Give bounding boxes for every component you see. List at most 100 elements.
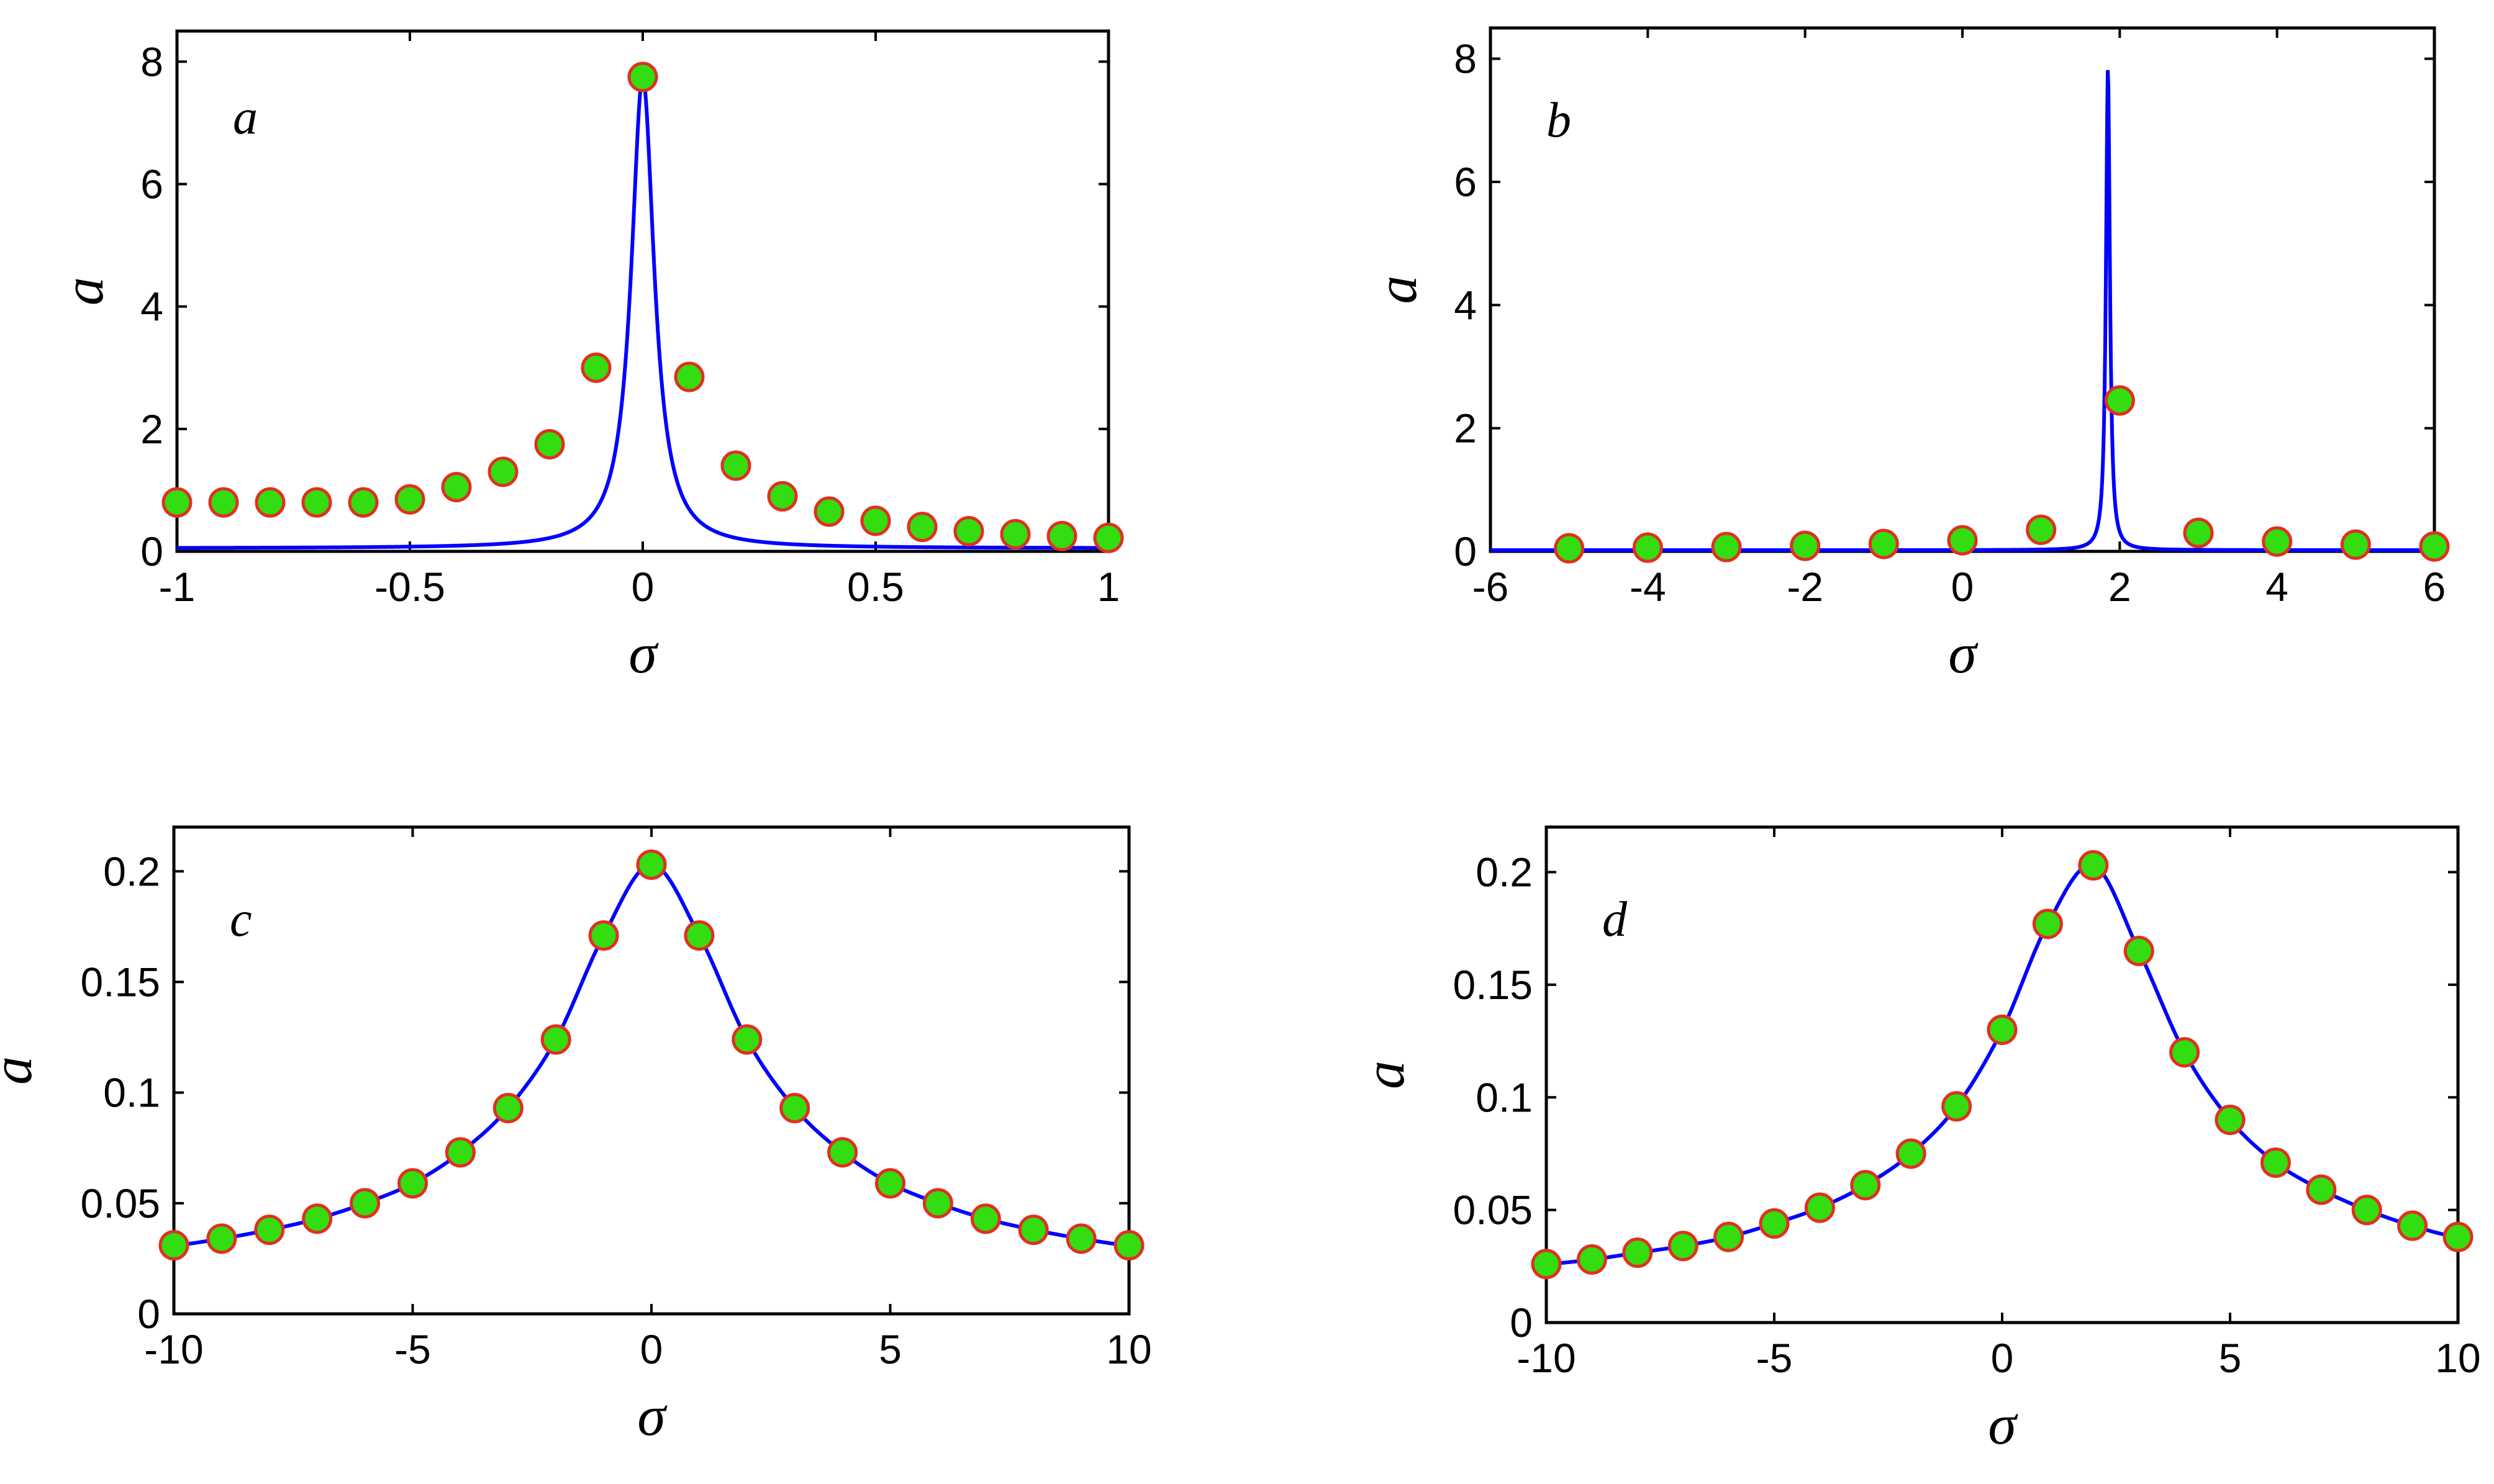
chart-d-data-point — [1850, 1170, 1881, 1201]
chart-d-data-point — [2032, 908, 2063, 939]
chart-a-data-point — [814, 496, 845, 527]
chart-b-xtick-label: 4 — [2265, 564, 2288, 610]
chart-c-data-point — [779, 1093, 810, 1124]
chart-c-ytick-label: 0 — [137, 1291, 160, 1337]
chart-c-data-point — [827, 1137, 858, 1168]
chart-c-data-point — [302, 1203, 333, 1234]
chart-c-ytick-label: 0.2 — [103, 848, 160, 894]
chart-b-data-point — [1554, 533, 1585, 564]
chart-d-data-point — [1667, 1231, 1698, 1262]
chart-b-data-point — [2104, 385, 2135, 416]
chart-a-data-point — [348, 487, 379, 518]
chart-a-data-point — [1093, 522, 1124, 553]
chart-c: -10 -5 0 5 10 0 0.05 0.1 0.15 0.2 σ a c — [0, 825, 1152, 1447]
chart-c-xlabel: σ — [637, 1384, 668, 1447]
chart-a-data-point — [674, 361, 705, 392]
chart-d-data-point — [2442, 1221, 2474, 1252]
chart-b-xtick-label: -6 — [1472, 564, 1509, 610]
chart-a-ytick-label: 4 — [140, 284, 163, 330]
chart-a-xtick-label: 1 — [1097, 564, 1120, 610]
chart-d-data-point — [2215, 1105, 2246, 1136]
chart-c-ylabel: a — [0, 1056, 43, 1085]
chart-b-data-point — [1947, 525, 1978, 556]
chart-a-ylabel: a — [52, 277, 115, 305]
chart-c-xtick-label: -5 — [394, 1326, 431, 1372]
chart-a-data-point — [255, 487, 286, 518]
chart-d-panel-letter: d — [1602, 892, 1628, 947]
chart-a-data-point — [161, 487, 193, 518]
chart-d-data-point — [2351, 1195, 2382, 1226]
chart-c-data-point — [158, 1230, 189, 1261]
chart-c-xtick-label: 10 — [1106, 1326, 1151, 1372]
chart-a-xlabel: σ — [628, 622, 659, 685]
chart-c-data-point — [588, 920, 619, 951]
chart-b-data-point — [2262, 526, 2293, 557]
chart-c-ytick-label: 0.05 — [81, 1180, 160, 1226]
chart-b-data-point — [2183, 517, 2214, 548]
chart-d-xtick-label: -5 — [1756, 1335, 1793, 1381]
chart-c-data-point — [397, 1168, 428, 1199]
chart-a-data-point — [907, 512, 938, 543]
chart-c-data-point — [492, 1093, 524, 1124]
chart-a-xtick-label: 0.5 — [847, 564, 904, 610]
chart-a-ytick-label: 8 — [140, 38, 163, 84]
chart-d-data-point — [2397, 1210, 2428, 1241]
chart-c-xtick-label: -10 — [144, 1326, 203, 1372]
chart-c-ytick-label: 0.15 — [81, 959, 160, 1005]
chart-d-data-point — [2260, 1147, 2291, 1178]
chart-d-xtick-label: -10 — [1517, 1335, 1576, 1381]
chart-c-xtick-label: 5 — [879, 1326, 902, 1372]
chart-a-data-point — [1046, 520, 1077, 551]
chart-d-xtick-label: 0 — [1991, 1335, 2014, 1381]
chart-d-data-point — [1941, 1091, 1972, 1122]
chart-d-data-point — [1531, 1249, 1562, 1280]
chart-d-ytick-label: 0.15 — [1453, 962, 1533, 1008]
chart-c-ytick-label: 0.1 — [103, 1070, 160, 1116]
chart-a-panel-letter: a — [233, 90, 258, 145]
chart-c-data-point — [875, 1168, 905, 1199]
chart-a-data-point — [581, 352, 612, 383]
chart-a-data-point — [487, 456, 519, 487]
chart-a-data-point — [441, 471, 472, 502]
chart-a-data-point — [534, 428, 565, 459]
chart-b-data-point — [1790, 530, 1821, 561]
chart-c-data-point — [732, 1024, 763, 1055]
chart-c-data-point — [922, 1188, 953, 1219]
chart-c-data-point — [445, 1137, 476, 1168]
chart-c-data-point — [206, 1223, 237, 1254]
chart-b-xtick-label: 6 — [2423, 564, 2446, 610]
chart-a-data-point — [394, 484, 425, 515]
chart-d-data-point — [1622, 1237, 1653, 1269]
chart-a-ytick-label: 6 — [140, 161, 163, 207]
chart-c-data-point — [970, 1203, 1001, 1234]
chart-d-data-point — [1576, 1244, 1607, 1275]
chart-c-data-point — [540, 1024, 571, 1055]
chart-b-data-point — [1868, 528, 1899, 559]
chart-d-data-point — [2078, 850, 2109, 881]
chart-d-ytick-label: 0.1 — [1476, 1074, 1533, 1120]
chart-b-data-point — [1711, 532, 1742, 563]
chart-a-axes-box — [175, 29, 1110, 553]
chart-a-data-point — [208, 487, 239, 518]
chart-d-data-point — [2169, 1037, 2200, 1068]
chart-d-xtick-label: 10 — [2435, 1335, 2480, 1381]
chart-b-xtick-label: -4 — [1630, 564, 1666, 610]
chart-d-xlabel: σ — [1988, 1393, 2018, 1456]
chart-c-data-point — [636, 849, 667, 880]
chart-b-data-point — [2419, 531, 2450, 562]
chart-b-xtick-label: 0 — [1951, 564, 1974, 610]
chart-c-data-point — [350, 1188, 381, 1219]
chart-d-ytick-label: 0.05 — [1453, 1187, 1533, 1233]
chart-b-axes-box — [1489, 26, 2436, 553]
chart-d-ytick-label: 0 — [1510, 1300, 1533, 1346]
chart-a: -1 -0.5 0 0.5 1 0 2 4 6 8 σ a a — [52, 29, 1124, 685]
chart-a-ytick-label: 2 — [140, 406, 163, 452]
chart-b-ylabel: a — [1365, 276, 1428, 304]
chart-d-axes-box — [1544, 825, 2460, 1324]
chart-a-data-point — [767, 481, 798, 512]
chart-a-data-point — [953, 515, 984, 546]
chart-c-panel-letter: c — [230, 892, 252, 947]
chart-b-xtick-label: 2 — [2108, 564, 2131, 610]
chart-d-data-point — [2306, 1174, 2337, 1205]
